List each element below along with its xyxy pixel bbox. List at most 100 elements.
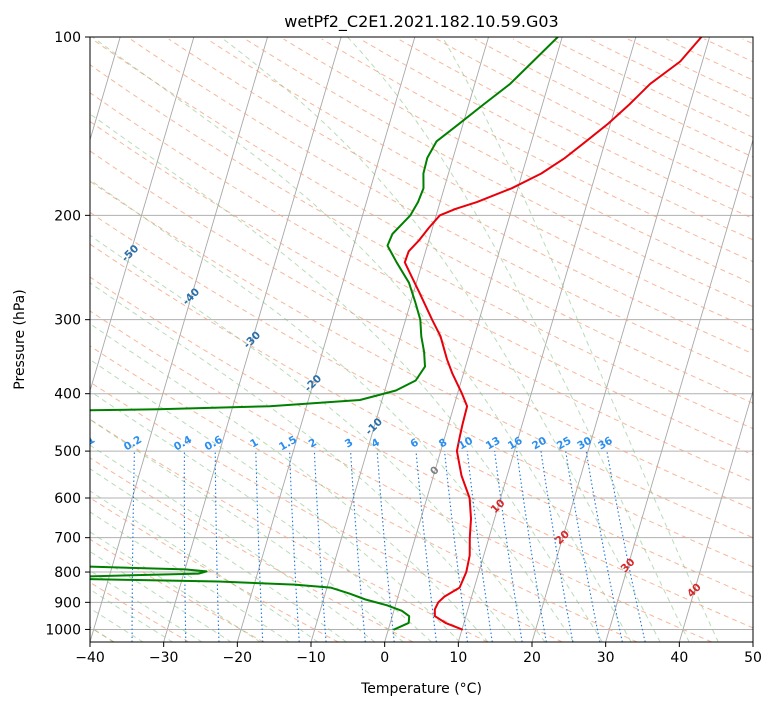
moist-adiabat <box>0 37 403 642</box>
y-axis-label: Pressure (hPa) <box>12 289 28 389</box>
x-tick-label: 0 <box>380 650 389 666</box>
mixing-ratio-line <box>377 451 394 642</box>
x-tick-label: 10 <box>449 650 467 666</box>
mixing-ratio-label: 16 <box>506 435 525 453</box>
isotherm-label: -50 <box>119 243 141 265</box>
isotherm-line <box>679 37 775 642</box>
moist-adiabat <box>0 37 545 642</box>
dry-adiabat <box>0 39 637 642</box>
dewpoint-profile-line <box>0 37 558 629</box>
mixing-ratio-label: 4 <box>369 436 381 450</box>
dry-adiabat <box>0 39 264 642</box>
isotherm-line <box>16 37 194 642</box>
y-tick-label: 700 <box>54 531 81 547</box>
y-tick-label: 500 <box>54 444 81 460</box>
chart-title: wetPf2_C2E1.2021.182.10.59.G03 <box>284 12 558 32</box>
dry-adiabat <box>551 39 775 642</box>
mixing-ratio-line <box>351 451 366 642</box>
isotherm-label: 20 <box>553 528 572 547</box>
x-tick-label: 30 <box>597 650 615 666</box>
x-tick-label: −40 <box>75 650 105 666</box>
x-tick-label: −30 <box>149 650 179 666</box>
mixing-ratio-label: 2 <box>307 436 319 450</box>
dry-adiabat <box>743 39 775 642</box>
mixing-ratio-label: 1.5 <box>277 434 299 454</box>
series-layer <box>0 37 701 629</box>
dry-adiabat <box>284 39 775 642</box>
dry-adiabat <box>16 39 775 642</box>
dry-adiabat <box>475 39 775 642</box>
y-tick-label: 300 <box>54 313 81 329</box>
y-tick-label: 200 <box>54 208 81 224</box>
mixing-ratio-label: 36 <box>596 435 615 453</box>
mixing-ratio-label: 13 <box>484 435 503 453</box>
mixing-ratio-line <box>215 451 219 642</box>
y-tick-label: 800 <box>54 565 81 581</box>
moist-adiabat <box>442 37 718 642</box>
x-tick-label: −10 <box>296 650 326 666</box>
dry-adiabat <box>0 39 562 642</box>
dry-adiabat <box>54 39 775 642</box>
mixing-ratio-label: 0.4 <box>172 434 194 454</box>
mixing-ratio-line <box>541 451 573 642</box>
isotherm-line <box>90 37 268 642</box>
moist-adiabat <box>0 37 318 642</box>
isotherm-label: 0 <box>428 464 442 478</box>
isotherm-line <box>385 37 563 642</box>
dry-adiabat <box>0 39 189 642</box>
moist-adiabat <box>0 37 432 642</box>
dry-adiabat <box>0 39 712 642</box>
y-tick-label: 1000 <box>45 622 81 638</box>
isotherm-label: -30 <box>241 329 263 351</box>
y-tick-label: 100 <box>54 30 81 46</box>
isotherm-line <box>532 37 710 642</box>
grid-layer <box>0 37 775 642</box>
dry-adiabat <box>92 39 775 642</box>
isotherm-label: 10 <box>489 497 508 516</box>
mixing-ratio-label: 3 <box>343 436 355 450</box>
moist-adiabat <box>0 37 261 642</box>
x-axis-label: Temperature (°C) <box>360 681 482 697</box>
moist-adiabat <box>0 37 375 642</box>
mixing-ratio-line <box>586 451 622 642</box>
dry-adiabat <box>0 39 413 642</box>
y-tick-label: 900 <box>54 595 81 611</box>
x-tick-label: 50 <box>744 650 762 666</box>
isotherm-line <box>237 37 415 642</box>
mixing-ratio-label: 0.6 <box>203 434 225 454</box>
isotherm-label: -70 <box>0 156 19 178</box>
mixing-ratio-line <box>132 451 134 642</box>
mixing-ratio-line <box>314 451 326 642</box>
moist-adiabat <box>348 37 690 642</box>
isotherm-line <box>753 37 775 642</box>
mixing-ratio-line <box>256 451 263 642</box>
dry-adiabat <box>322 39 775 642</box>
isotherm-line <box>458 37 636 642</box>
mixing-ratio-line <box>607 451 645 642</box>
mixing-ratio-label: 20 <box>530 435 549 453</box>
mixing-ratio-line <box>184 451 186 642</box>
y-tick-label: 400 <box>54 387 81 403</box>
mixing-ratio-line <box>290 451 300 642</box>
mixing-ratio-label: 0.2 <box>122 434 144 454</box>
mixing-ratio-label: 8 <box>437 436 449 450</box>
isotherm-label: 40 <box>685 581 704 600</box>
mixing-ratio-line <box>517 451 547 642</box>
mixing-ratio-line <box>467 451 492 642</box>
moist-adiabat <box>0 37 202 642</box>
mixing-ratio-line <box>82 451 88 642</box>
moist-adiabat <box>0 37 460 642</box>
isotherm-label: -20 <box>302 373 324 395</box>
isotherm-label: -10 <box>363 416 385 438</box>
mixing-ratio-line <box>445 451 468 642</box>
x-tick-label: 40 <box>670 650 688 666</box>
x-tick-label: 20 <box>523 650 541 666</box>
y-tick-label: 600 <box>54 491 81 507</box>
moist-adiabat <box>0 37 232 642</box>
mixing-ratio-label: 25 <box>555 435 574 453</box>
x-tick-label: −20 <box>223 650 253 666</box>
temperature-profile-line <box>405 37 702 629</box>
